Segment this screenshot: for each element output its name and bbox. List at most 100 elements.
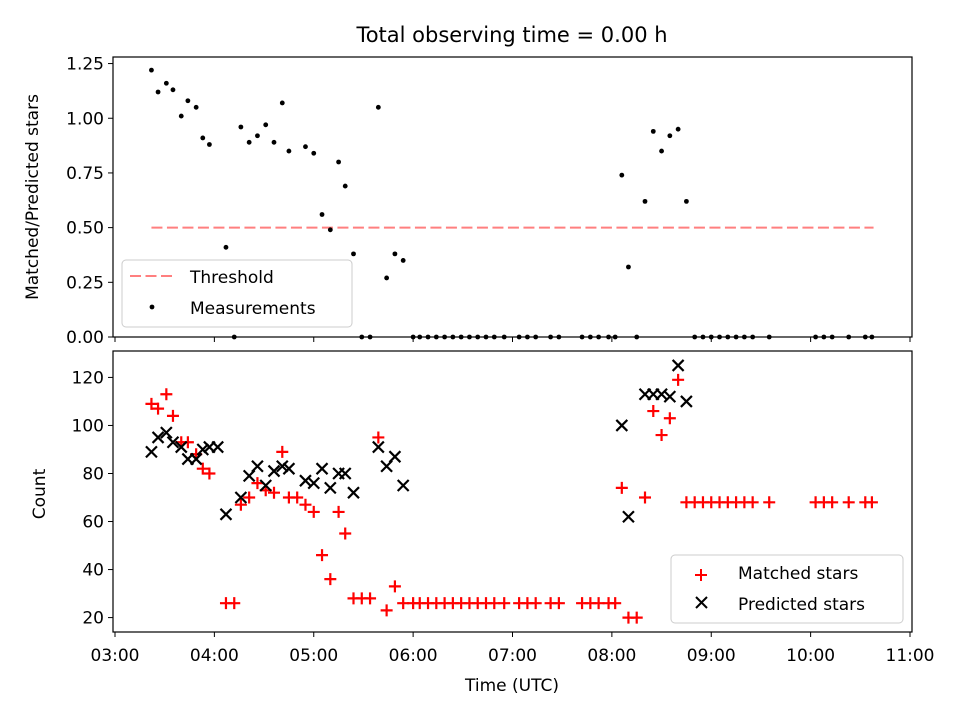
predicted-star-point [338, 467, 352, 480]
measurement-point [336, 159, 341, 165]
x-tick-label: 11:00 [886, 646, 935, 666]
measurement-point [223, 244, 229, 250]
measurement-point [626, 264, 631, 270]
predicted-star-point [211, 440, 224, 454]
matched-star-point [316, 549, 329, 562]
measurement-point [238, 124, 244, 130]
matched-star-point [181, 436, 194, 449]
matched-star-point [672, 373, 685, 386]
predicted-star-point [315, 462, 329, 475]
bottom-x-axis: 03:00 04:00 05:00 06:00 07:00 08:00 09:00 10:00… [91, 632, 935, 666]
measurement-point [642, 198, 648, 204]
matched-stars-series [145, 373, 878, 624]
matched-star-point [639, 491, 651, 504]
matched-star-point [228, 597, 241, 610]
x-tick-label: 06:00 [389, 646, 438, 666]
predicted-star-point [174, 440, 188, 454]
measurement-point [178, 113, 184, 119]
matched-star-point [152, 402, 165, 415]
measurement-point [200, 135, 206, 141]
top-y-tick-label: 0.25 [66, 273, 104, 293]
measurement-point [246, 139, 252, 145]
predicted-stars-series [145, 359, 693, 523]
top-plot-frame [112, 56, 913, 338]
measurement-point [375, 104, 381, 110]
x-tick-label: 07:00 [488, 646, 537, 666]
bottom-legend-box [670, 554, 904, 624]
legend-measurements-label: Measurements [190, 299, 316, 319]
predicted-star-point [324, 481, 337, 495]
bottom-y-axis-label: Count [30, 468, 50, 519]
top-y-tick-label: 0.75 [66, 164, 104, 184]
measurement-point [392, 251, 398, 257]
matched-star-point [746, 496, 759, 509]
matched-star-point [196, 462, 209, 475]
matched-star-point [339, 527, 352, 540]
legend-predicted-label: Predicted stars [738, 595, 865, 615]
matched-star-point [663, 412, 676, 425]
bottom-y-axis: 20 40 60 80 100 120 [72, 368, 113, 629]
measurement-point [163, 80, 169, 86]
legend-measurements-swatch [149, 304, 155, 310]
measurement-point [659, 148, 664, 154]
top-y-axis-label: Matched/Predicted stars [23, 94, 43, 300]
matched-star-point [234, 498, 247, 511]
measurement-point [185, 98, 191, 104]
predicted-star-point [196, 443, 210, 456]
measurement-point [400, 258, 406, 263]
legend-predicted-swatch [695, 596, 708, 609]
bottom-plot-frame [112, 350, 913, 633]
predicted-star-point [307, 476, 321, 490]
measurement-point [255, 133, 260, 139]
matched-star-point [251, 477, 264, 490]
measurement-point [263, 122, 269, 128]
matched-star-point [615, 481, 628, 494]
measurement-point [351, 251, 356, 257]
measurement-point [675, 126, 681, 132]
x-axis-label: Time (UTC) [464, 676, 559, 696]
matched-star-point [276, 445, 289, 458]
bottom-y-tick-label: 20 [82, 609, 104, 629]
top-y-tick-label: 1.25 [66, 55, 104, 75]
legend-threshold-label: Threshold [189, 268, 274, 288]
measurement-point [149, 67, 154, 73]
predicted-star-point [671, 359, 685, 372]
matched-star-point [529, 597, 542, 610]
matched-star-point [647, 405, 660, 418]
measurement-point [384, 275, 390, 281]
measurement-point [303, 144, 308, 150]
matched-star-point [630, 611, 643, 624]
measurement-point [319, 212, 325, 217]
predicted-star-point [615, 419, 629, 432]
top-y-tick-label: 0.50 [66, 219, 104, 239]
legend-matched-swatch [695, 569, 707, 581]
matched-star-point [291, 491, 304, 504]
bottom-y-tick-label: 40 [82, 561, 104, 581]
chart-title: Total observing time = 0.00 h [355, 23, 667, 47]
measurement-point [207, 142, 212, 147]
matched-star-point [203, 467, 216, 480]
top-panel: 0.00 0.25 0.50 0.75 1.00 1.25 Matched/Predict… [23, 55, 913, 348]
predicted-star-point [282, 462, 296, 475]
matched-star-point [332, 505, 345, 518]
predicted-star-point [276, 460, 289, 473]
matched-star-point [372, 431, 385, 444]
top-y-axis: 0.00 0.25 0.50 0.75 1.00 1.25 [66, 55, 113, 348]
measurement-point [279, 100, 285, 106]
matched-star-point [145, 397, 158, 410]
measurement-point [327, 227, 333, 233]
measurement-point [650, 128, 656, 134]
matched-star-point [498, 597, 511, 610]
measurement-point [170, 87, 176, 93]
top-x-ticks [114, 337, 911, 342]
top-legend: Threshold Measurements [121, 259, 353, 328]
matched-star-point [268, 486, 280, 499]
predicted-star-point [347, 486, 360, 499]
predicted-star-point [267, 464, 281, 478]
x-tick-label: 08:00 [587, 646, 636, 666]
matched-star-point [842, 496, 855, 509]
predicted-star-point [259, 479, 272, 492]
predicted-star-point [396, 479, 410, 492]
predicted-star-point [234, 491, 248, 504]
x-tick-label: 03:00 [91, 646, 140, 666]
